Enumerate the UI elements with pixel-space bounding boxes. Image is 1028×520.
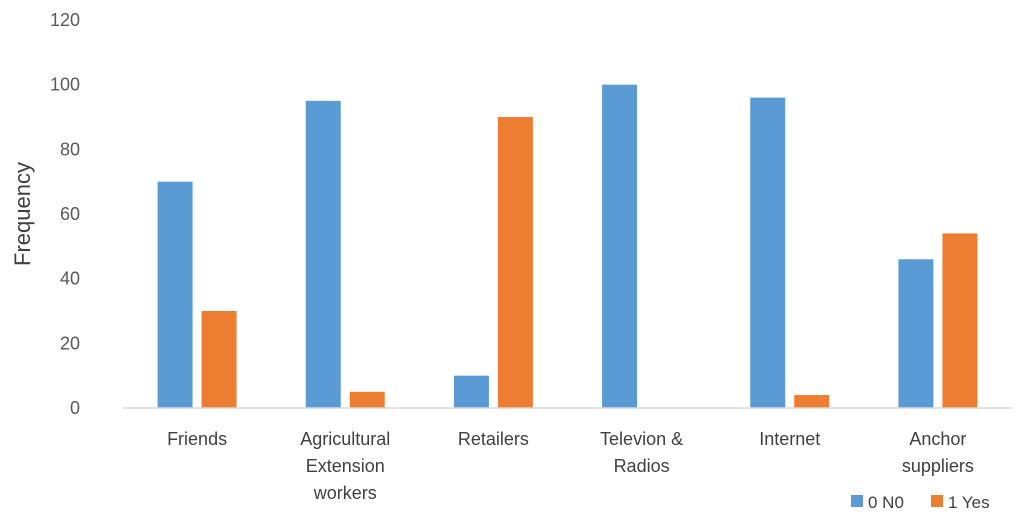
bar-yes-4 — [794, 395, 830, 408]
bar-no-3 — [602, 84, 638, 409]
bar-no-5 — [898, 259, 934, 408]
bar-no-1 — [305, 100, 341, 408]
legend-swatch-yes — [931, 495, 943, 507]
x-tick-label: Radios — [614, 456, 670, 476]
bar-no-0 — [157, 181, 193, 408]
x-tick-label: Retailers — [458, 429, 529, 449]
y-axis-ticks: 0 20 40 60 80 100 120 — [50, 10, 80, 418]
bars-group — [157, 84, 978, 409]
bar-yes-5 — [942, 233, 978, 408]
bar-yes-1 — [349, 391, 385, 408]
y-tick-label: 60 — [60, 204, 80, 224]
x-tick-label: Televion & — [600, 429, 683, 449]
y-tick-label: 20 — [60, 333, 80, 353]
x-tick-label: Extension — [306, 456, 385, 476]
x-tick-label: workers — [313, 483, 377, 503]
y-tick-label: 100 — [50, 75, 80, 95]
y-axis-title: Frequency — [10, 162, 35, 266]
y-tick-label: 40 — [60, 269, 80, 289]
x-tick-label: Agricultural — [300, 429, 390, 449]
legend-label-no: 0 N0 — [868, 493, 904, 512]
x-tick-label: Internet — [759, 429, 820, 449]
x-axis-labels: Friends Agricultural Extension workers Retai… — [167, 429, 974, 503]
bar-yes-0 — [201, 311, 237, 408]
bar-no-2 — [453, 375, 489, 408]
x-tick-label: suppliers — [902, 456, 974, 476]
legend: 0 N0 1 Yes — [851, 493, 990, 512]
y-tick-label: 120 — [50, 10, 80, 30]
legend-swatch-no — [851, 495, 863, 507]
y-tick-label: 80 — [60, 139, 80, 159]
x-tick-label: Friends — [167, 429, 227, 449]
y-tick-label: 0 — [70, 398, 80, 418]
bar-no-4 — [750, 97, 786, 408]
x-tick-label: Anchor — [909, 429, 966, 449]
legend-label-yes: 1 Yes — [948, 493, 990, 512]
bar-yes-2 — [497, 117, 533, 408]
